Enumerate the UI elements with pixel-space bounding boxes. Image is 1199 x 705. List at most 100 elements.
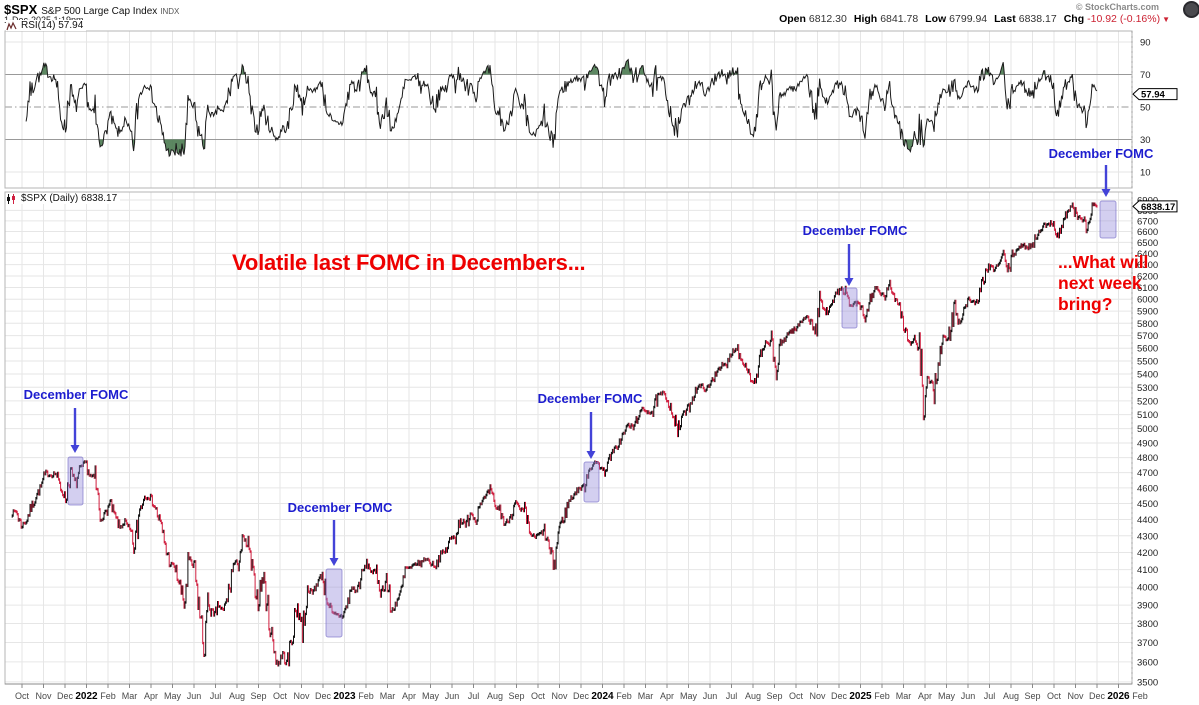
fomc-arrowhead [329, 558, 339, 566]
price-axis-label: 4000 [1137, 583, 1158, 594]
rsi-axis-label: 90 [1140, 38, 1151, 49]
price-axis-label: 4300 [1137, 531, 1158, 542]
symbol: $SPX [4, 2, 38, 17]
x-axis-label: Jun [445, 691, 460, 701]
price-axis-label: 6600 [1137, 227, 1158, 238]
price-axis-label: 6700 [1137, 216, 1158, 227]
x-axis-label: Dec [1089, 691, 1106, 701]
chg-value: -10.92 (-0.16%) [1087, 13, 1161, 25]
price-axis-label: 5700 [1137, 331, 1158, 342]
rsi-axis-label: 70 [1140, 70, 1151, 81]
annotation-volatile-title: Volatile last FOMC in Decembers... [232, 250, 586, 275]
rsi-overbought-fill [37, 59, 1073, 75]
x-axis-label: Oct [1047, 691, 1062, 701]
x-axis-label: Nov [551, 691, 568, 701]
rsi-current-value-label-box [1132, 88, 1178, 101]
fomc-arrowhead [586, 451, 596, 459]
x-axis-label: May [422, 691, 440, 701]
price-candles-up [11, 202, 1095, 667]
rsi-oversold-fill [99, 139, 925, 157]
fomc-highlight [325, 568, 343, 638]
x-axis-label: Dec [831, 691, 848, 701]
last-value: 6838.17 [1018, 13, 1057, 25]
fomc-highlight [67, 456, 84, 506]
exchange-tag: INDX [160, 7, 180, 16]
x-axis-label: Mar [638, 691, 654, 701]
x-axis-label: Aug [487, 691, 503, 701]
price-axis-label: 5900 [1137, 307, 1158, 318]
low-label: Low [925, 13, 947, 25]
price-axis-label: 4200 [1137, 548, 1158, 559]
x-axis-label: Jul [984, 691, 996, 701]
fomc-arrowhead [1101, 189, 1111, 197]
gridlines [5, 31, 1132, 684]
x-axis-label: Jun [703, 691, 718, 701]
fomc-highlight [583, 461, 600, 503]
quote-summary: Open 6812.30 High 6841.78 Low 6799.94 Last 6838… [772, 13, 1170, 25]
copyright: © StockCharts.com [1075, 2, 1159, 12]
price-axis-label: 3900 [1137, 601, 1158, 612]
low-value: 6799.94 [949, 13, 988, 25]
x-axis-label: 2023 [333, 691, 356, 702]
rsi-legend-label: RSI(14) 57.94 [21, 20, 84, 31]
x-axis-label: Jul [726, 691, 738, 701]
rsi-current-value-label: 57.94 [1141, 90, 1165, 101]
x-axis-label: Sep [250, 691, 266, 701]
x-axis-label: Aug [229, 691, 245, 701]
chg-label: Chg [1063, 13, 1085, 25]
open-value: 6812.30 [808, 13, 847, 25]
price-axis-label: 5600 [1137, 344, 1158, 355]
price-axis-label: 6400 [1137, 249, 1158, 260]
x-axis-label: Jun [187, 691, 202, 701]
fomc-highlight [841, 287, 858, 329]
x-axis-label: Nov [1067, 691, 1084, 701]
x-axis-label: Oct [789, 691, 804, 701]
x-axis-label: Feb [874, 691, 890, 701]
price-axis-label: 5800 [1137, 319, 1158, 330]
rsi-axis-label: 30 [1140, 135, 1151, 146]
price-axis-label: 6500 [1137, 238, 1158, 249]
x-axis-label: Sep [508, 691, 524, 701]
price-axis-label: 4400 [1137, 515, 1158, 526]
fomc-annotation-label: December FOMC [1048, 146, 1154, 161]
high-label: High [853, 13, 878, 25]
price-axis-label: 4600 [1137, 483, 1158, 494]
x-axis-label: Nov [293, 691, 310, 701]
fomc-highlight [1099, 200, 1117, 239]
x-axis-label: Sep [766, 691, 782, 701]
last-price-label: 6838.17 [1141, 202, 1175, 213]
price-axis-label: 4700 [1137, 468, 1158, 479]
price-axis-label: 4800 [1137, 453, 1158, 464]
indicator-icon [6, 21, 17, 30]
x-axis-label: Oct [15, 691, 30, 701]
x-axis-label: Mar [122, 691, 138, 701]
fomc-annotation-label: December FOMC [802, 223, 908, 238]
fomc-annotation-label: December FOMC [287, 500, 393, 515]
price-axis-label: 5500 [1137, 357, 1158, 368]
x-axis-label: Apr [144, 691, 158, 701]
rsi-axis-label: 10 [1140, 168, 1151, 179]
x-axis-label: Feb [616, 691, 632, 701]
price-axis-label: 6300 [1137, 260, 1158, 271]
x-axis-label: 2024 [591, 691, 614, 702]
axes: Oct Nov Dec 2022 Feb Mar Apr May Jun Jul Aug Sep Oct… [4, 30, 1178, 702]
x-axis-label: Aug [1003, 691, 1019, 701]
x-axis-label: Feb [100, 691, 116, 701]
x-axis-label: 2026 [1107, 691, 1130, 702]
rsi-series [25, 58, 1098, 158]
x-axis-label: May [938, 691, 956, 701]
price-axis-label: 5000 [1137, 424, 1158, 435]
x-axis-label: Nov [809, 691, 826, 701]
price-axis-label: 5100 [1137, 410, 1158, 421]
price-candles-down [13, 202, 1098, 667]
x-axis-label: Nov [35, 691, 52, 701]
x-axis-label: Mar [896, 691, 912, 701]
price-axis-label: 6200 [1137, 271, 1158, 282]
corner-logo-icon [1183, 1, 1199, 18]
price-legend: $SPX (Daily) 6838.17 [6, 193, 121, 204]
fomc-annotation-label: December FOMC [537, 391, 643, 406]
fomc-annotation-label: December FOMC [23, 387, 129, 402]
rsi-axis-label: 50 [1140, 103, 1151, 114]
